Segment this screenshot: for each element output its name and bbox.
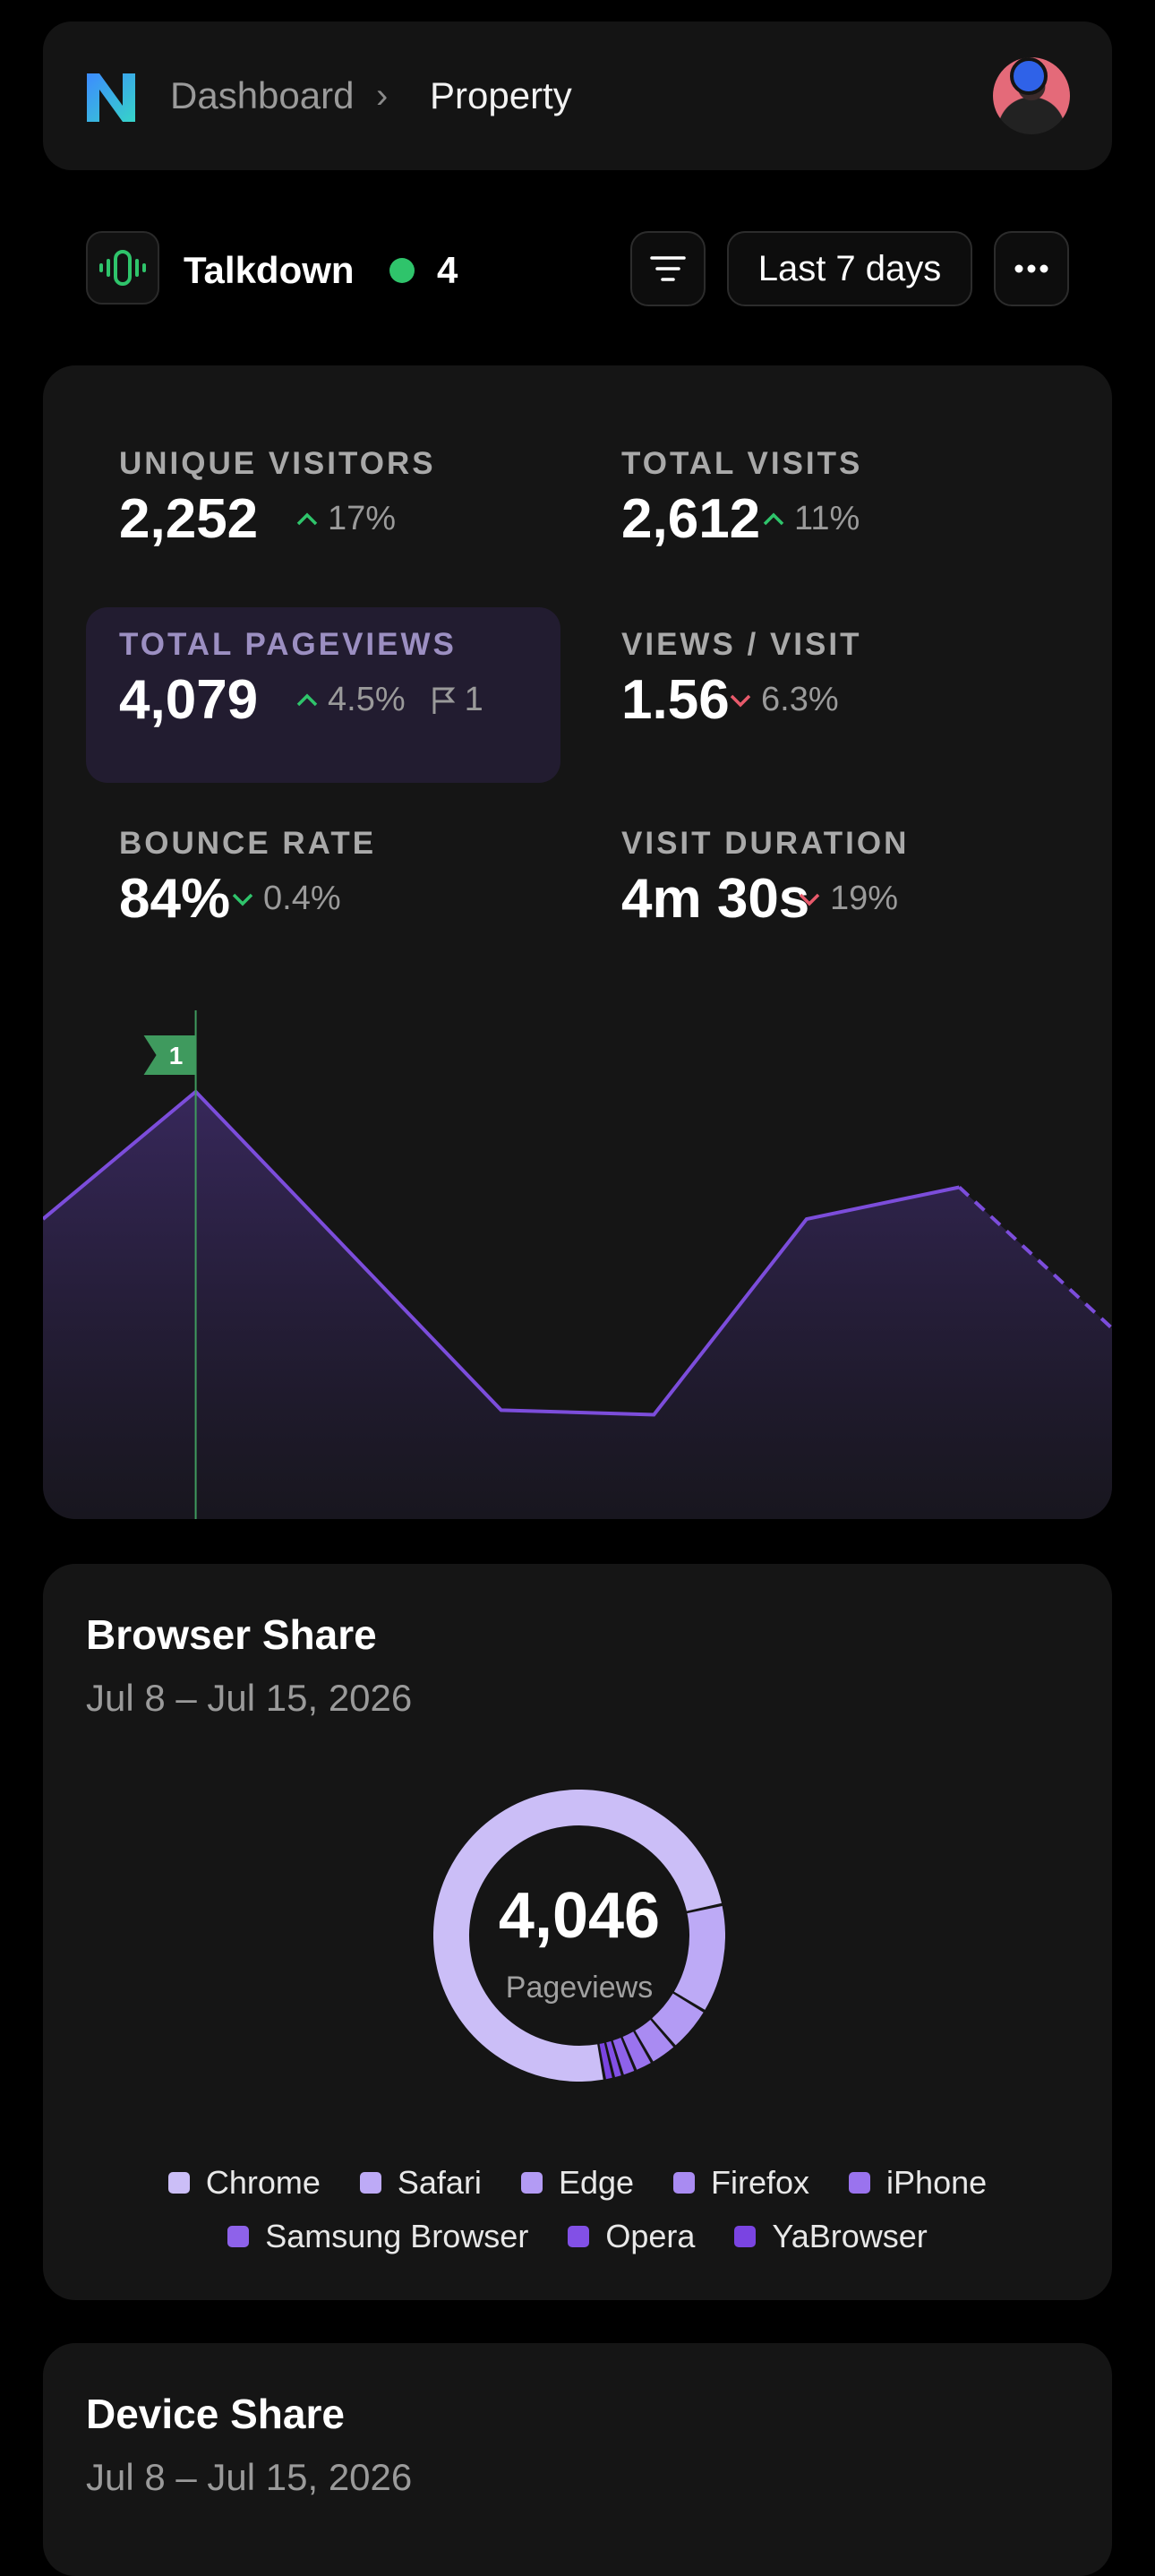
metric-label: TOTAL PAGEVIEWS xyxy=(119,627,457,662)
metric-change: 17% xyxy=(294,500,396,538)
legend-item[interactable]: Samsung Browser xyxy=(227,2218,528,2255)
legend-row-1: Chrome Safari Edge Firefox iPhone xyxy=(43,2164,1112,2202)
legend-item[interactable]: Chrome xyxy=(167,2164,321,2202)
legend-swatch xyxy=(167,2172,190,2194)
legend-item[interactable]: iPhone xyxy=(849,2164,987,2202)
browser-share-card: Browser Share Jul 8 – Jul 15, 2026 4,046… xyxy=(43,1564,1112,2300)
legend-swatch xyxy=(849,2172,871,2194)
legend-swatch xyxy=(359,2172,381,2194)
more-options-button[interactable] xyxy=(994,231,1069,306)
breadcrumb-dashboard[interactable]: Dashboard xyxy=(170,74,355,116)
podcast-mic-icon xyxy=(86,231,159,305)
date-range-button[interactable]: Last 7 days xyxy=(727,231,972,306)
metric-value: 2,612 xyxy=(621,488,761,550)
legend-item[interactable]: Firefox xyxy=(673,2164,809,2202)
live-visitor-count: 4 xyxy=(437,249,458,291)
donut-slice-samsung-browser xyxy=(612,2037,635,2075)
device-share-card: Device Share Jul 8 – Jul 15, 2026 xyxy=(43,2343,1112,2576)
arrow-down-icon xyxy=(730,694,751,707)
metric-bounce-rate[interactable]: BOUNCE RATE 84% 0.4% xyxy=(86,806,560,982)
metric-value: 4,079 xyxy=(119,669,259,731)
card-title: Browser Share xyxy=(86,1611,377,1658)
metric-label: VISIT DURATION xyxy=(621,826,910,861)
metric-change: 6.3% xyxy=(727,681,839,719)
card-date-range: Jul 8 – Jul 15, 2026 xyxy=(86,2456,413,2498)
arrow-up-icon xyxy=(763,512,784,525)
donut-total-label: Pageviews xyxy=(505,1971,654,2005)
stats-card: UNIQUE VISITORS 2,252 17% TOTAL VISITS 2… xyxy=(43,365,1112,1519)
legend-item[interactable]: Edge xyxy=(520,2164,634,2202)
donut-slice-chrome xyxy=(433,1790,722,2082)
breadcrumb-property: Property xyxy=(430,74,572,116)
card-date-range: Jul 8 – Jul 15, 2026 xyxy=(86,1677,413,1719)
metric-value: 84% xyxy=(119,868,231,930)
donut-total: 4,046 xyxy=(498,1880,661,1952)
top-bar: Dashboard › Property xyxy=(43,21,1112,170)
card-title: Device Share xyxy=(86,2391,345,2437)
metric-total-pageviews[interactable]: TOTAL PAGEVIEWS 4,079 4.5% 1 xyxy=(86,607,560,783)
metric-visit-duration[interactable]: VISIT DURATION 4m 30s 19% xyxy=(588,806,1063,982)
arrow-up-icon xyxy=(296,693,318,706)
legend-swatch xyxy=(568,2226,590,2247)
metric-label: UNIQUE VISITORS xyxy=(119,446,436,481)
legend-item[interactable]: YaBrowser xyxy=(734,2218,928,2255)
chart-line-partial xyxy=(958,1186,1112,1330)
metric-change: 19% xyxy=(796,880,898,918)
annotation-flag-label: 1 xyxy=(169,1042,184,1069)
metric-label: BOUNCE RATE xyxy=(119,826,377,861)
legend-item[interactable]: Opera xyxy=(568,2218,695,2255)
arrow-down-icon xyxy=(799,893,820,906)
metric-value: 1.56 xyxy=(621,669,730,731)
metric-views-per-visit[interactable]: VIEWS / VISIT 1.56 6.3% xyxy=(588,607,1063,783)
arrow-up-icon xyxy=(296,512,318,525)
donut-slice-yabrowser xyxy=(599,2042,612,2080)
metric-unique-visitors[interactable]: UNIQUE VISITORS 2,252 17% xyxy=(86,426,560,602)
browser-donut-chart[interactable] xyxy=(433,1790,725,2082)
annotation-flag-icon xyxy=(143,1035,196,1075)
donut-slice-opera xyxy=(606,2040,621,2078)
legend-swatch xyxy=(520,2172,543,2194)
live-indicator-icon xyxy=(389,258,415,283)
legend-swatch xyxy=(673,2172,696,2194)
donut-slice-edge xyxy=(651,1993,704,2046)
metric-change: 0.4% xyxy=(229,880,341,918)
metric-value: 2,252 xyxy=(119,488,259,550)
metric-total-visits[interactable]: TOTAL VISITS 2,612 11% xyxy=(588,426,1063,602)
metric-change: 4.5% 1 xyxy=(294,681,483,719)
ellipsis-icon xyxy=(1014,264,1048,273)
chart-area xyxy=(43,1091,1112,1519)
donut-slice-firefox xyxy=(635,2019,674,2062)
pageviews-chart[interactable]: 1 xyxy=(43,1010,1112,1519)
metric-label: VIEWS / VISIT xyxy=(621,627,862,662)
metric-value: 4m 30s xyxy=(621,868,810,930)
metric-label: TOTAL VISITS xyxy=(621,446,863,481)
legend-swatch xyxy=(227,2226,250,2247)
filter-button[interactable] xyxy=(630,231,706,306)
donut-slice-safari xyxy=(673,1905,725,2010)
notification-dot-icon xyxy=(1010,57,1048,95)
legend-swatch xyxy=(734,2226,757,2247)
metric-change: 11% xyxy=(760,500,860,538)
filter-icon xyxy=(650,256,686,281)
legend-row-2: Samsung Browser Opera YaBrowser xyxy=(43,2218,1112,2255)
legend-item[interactable]: Safari xyxy=(359,2164,482,2202)
n-logo-icon[interactable] xyxy=(83,70,139,125)
donut-slice-iphone xyxy=(622,2031,651,2070)
site-name[interactable]: Talkdown xyxy=(184,249,355,291)
chevron-right-icon: › xyxy=(376,76,389,116)
arrow-down-icon xyxy=(232,893,253,906)
flag-icon xyxy=(432,687,455,714)
